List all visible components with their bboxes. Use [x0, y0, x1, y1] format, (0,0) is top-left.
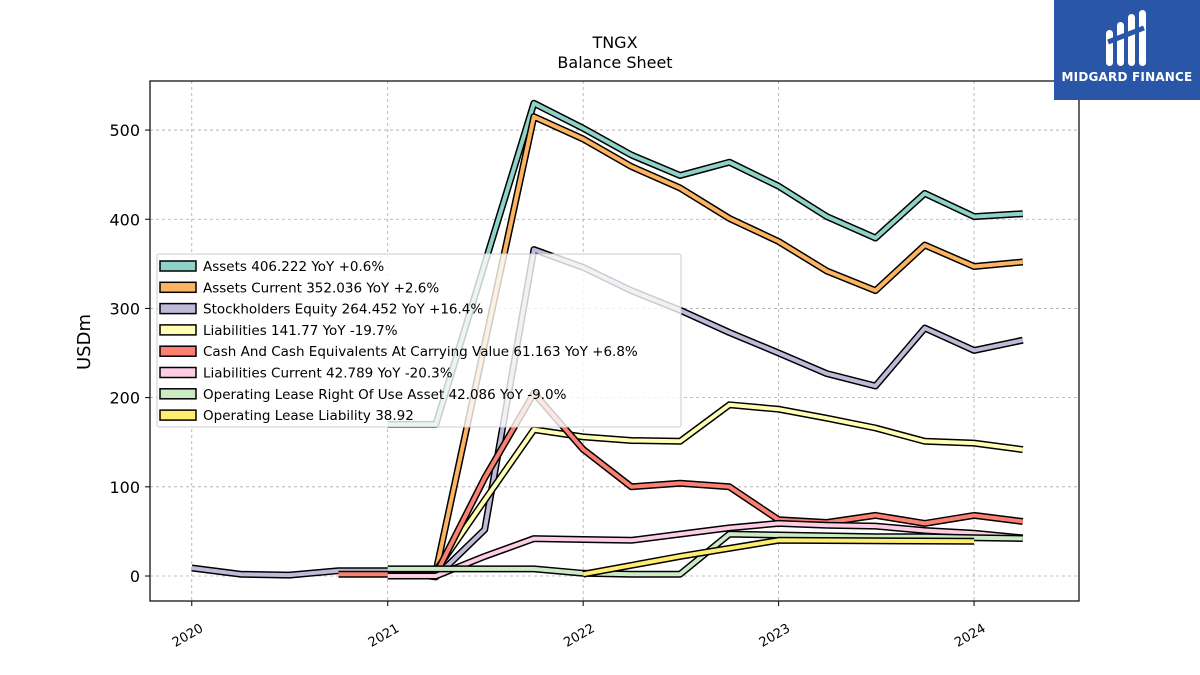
legend-entry: Stockholders Equity 264.452 YoY +16.4% [203, 302, 483, 318]
x-tick-label: 2024 [952, 621, 988, 651]
legend-entry: Cash And Cash Equivalents At Carrying Va… [203, 344, 638, 360]
chart-subtitle: Balance Sheet [557, 53, 672, 72]
x-tick-label: 2023 [757, 621, 793, 651]
y-tick-label: 400 [109, 210, 140, 229]
y-axis-label: USDm [74, 314, 95, 370]
series-path [434, 402, 1024, 572]
series-line [387, 99, 1024, 428]
legend-entry: Operating Lease Liability 38.92 [203, 408, 414, 424]
series-path [433, 114, 1023, 573]
y-tick-label: 0 [130, 567, 140, 586]
legend-swatch [159, 388, 197, 400]
legend-swatch [159, 281, 197, 294]
legend-entry: Assets Current 352.036 YoY +2.6% [203, 280, 439, 296]
series-line [433, 401, 1024, 573]
series-path [387, 101, 1023, 427]
legend: Assets 406.222 YoY +0.6% Assets Current 3… [156, 253, 682, 428]
legend-box [156, 253, 682, 428]
y-tick-label: 300 [109, 299, 140, 318]
brand-logo-icon [1106, 10, 1146, 66]
series-line [387, 519, 1024, 580]
series-line [582, 536, 975, 578]
y-tick-label: 200 [109, 389, 140, 408]
chart-title: TNGX [591, 33, 637, 52]
series-line [432, 113, 1024, 573]
legend-swatch [159, 302, 197, 315]
legend-entry: Liabilities Current 42.789 YoY -20.3% [203, 366, 453, 382]
series-path [582, 538, 975, 577]
y-tick-label: 500 [109, 121, 140, 140]
legend-swatch [159, 366, 197, 379]
x-tick-label: 2022 [561, 621, 597, 651]
legend-entry: Assets 406.222 YoY +0.6% [203, 259, 384, 275]
legend-swatch [159, 345, 197, 357]
legend-swatch [159, 260, 197, 272]
legend-entry: Operating Lease Right Of Use Asset 42.08… [203, 387, 567, 403]
brand-name: MIDGARD FINANCE [1061, 70, 1193, 84]
series-path [387, 521, 1023, 578]
x-tick-label: 2021 [366, 621, 402, 651]
series-path [338, 391, 1024, 577]
brand-logo: MIDGARD FINANCE [1054, 0, 1200, 100]
x-tick-label: 2020 [170, 621, 206, 651]
legend-swatch [159, 409, 197, 421]
y-tick-label: 100 [109, 478, 140, 497]
series-line [338, 389, 1024, 578]
plot-frame [149, 80, 1080, 602]
legend-swatch [159, 324, 197, 336]
legend-entry: Liabilities 141.77 YoY -19.7% [203, 323, 398, 339]
